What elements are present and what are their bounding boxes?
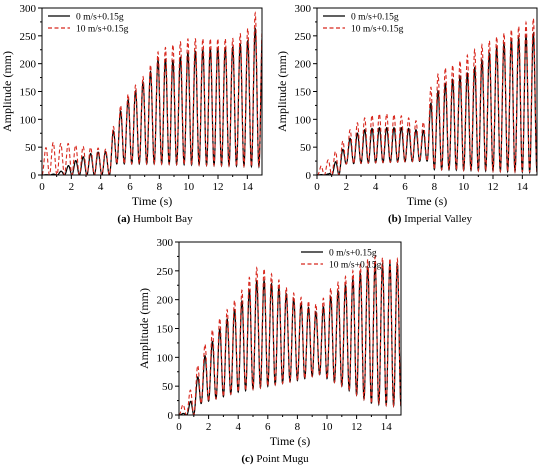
chart-panel-c: 0 2 4 6 8 10 12 14 0 50 100 150 200 250 300 Time (s) Amp…: [137, 232, 412, 448]
caption-b-letter: (b): [387, 213, 402, 225]
chart-a-xtick-label-4: 4: [98, 181, 104, 193]
chart-b-xtick-label-0: 0: [314, 181, 320, 193]
chart-c-ytick-label-250: 250: [157, 266, 174, 278]
chart-a-xtick-label-8: 8: [157, 181, 163, 193]
caption-b: (b) Imperial Valley: [370, 213, 490, 225]
caption-a-text: Humbolt Bay: [132, 213, 193, 225]
chart-c-ylabel: Amplitude (mm): [137, 288, 151, 369]
caption-c-text: Point Mugu: [256, 453, 309, 465]
caption-c: (c) Point Mugu: [215, 453, 335, 465]
chart-b-series-1-line: [317, 18, 537, 175]
chart-a-ytick-label-50: 50: [25, 142, 37, 154]
chart-b-legend: 0 m/s+0.15g 10 m/s+0.15g: [323, 13, 404, 35]
chart-c-legend: 0 m/s+0.15g 10 m/s+0.15g: [301, 249, 382, 271]
chart-b-xtick-label-14: 14: [517, 181, 529, 193]
chart-c-ytick-label-50: 50: [162, 381, 174, 393]
chart-a-xlabel: Time (s): [132, 194, 173, 208]
caption-a: (a) Humbolt Bay: [95, 213, 215, 225]
chart-b-plot-frame: [316, 7, 538, 176]
chart-a-ytick-label-100: 100: [20, 114, 37, 126]
chart-c-xtick-label-4: 4: [235, 421, 241, 433]
chart-c-xtick-label-10: 10: [322, 421, 334, 433]
chart-b-ytick-label-250: 250: [295, 31, 312, 43]
chart-a-xtick-label-12: 12: [213, 181, 224, 193]
chart-c-ytick-label-0: 0: [168, 410, 174, 422]
chart-c-legend-label-0: 0 m/s+0.15g: [329, 249, 377, 259]
chart-a-xtick-label-6: 6: [127, 181, 133, 193]
chart-b-ytick-label-50: 50: [300, 142, 312, 154]
chart-c-xtick-label-14: 14: [381, 421, 393, 433]
caption-b-text: Imperial Valley: [404, 213, 473, 225]
chart-b-xtick-label-10: 10: [458, 181, 470, 193]
chart-a-xtick-label-2: 2: [69, 181, 75, 193]
chart-a-xtick-label-10: 10: [183, 181, 195, 193]
chart-b-xtick-label-6: 6: [402, 181, 408, 193]
chart-c-ytick-label-200: 200: [157, 295, 174, 307]
chart-a-xtick-label-14: 14: [242, 181, 254, 193]
chart-c-legend-label-1: 10 m/s+0.15g: [329, 261, 382, 271]
chart-c-xlabel: Time (s): [270, 434, 311, 448]
chart-b-ytick-label-300: 300: [295, 3, 312, 15]
chart-b-series-0-line: [317, 31, 537, 175]
chart-panel-b: 0 2 4 6 8 10 12 14 0 50 100 150 200 250 300 Time (s) Amp…: [275, 0, 550, 208]
chart-b-ylabel: Amplitude (mm): [275, 51, 289, 132]
caption-a-letter: (a): [117, 213, 131, 225]
chart-c-xtick-label-8: 8: [295, 421, 301, 433]
chart-b-xtick-label-4: 4: [373, 181, 379, 193]
chart-c-ytick-label-150: 150: [157, 324, 174, 336]
chart-b-svg: 0 2 4 6 8 10 12 14 0 50 100 150 200 250 300 Time (s) Amp…: [275, 3, 538, 208]
chart-a-legend: 0 m/s+0.15g 10 m/s+0.15g: [48, 13, 129, 35]
chart-panel-a: 0 2 4 6 8 10 12 14 0 50 100 150 200 250 300 Time (s) Amp…: [0, 0, 275, 208]
chart-a-ytick-label-300: 300: [20, 3, 37, 15]
chart-c-series-0-line: [179, 261, 401, 415]
chart-a-ytick-label-200: 200: [20, 59, 37, 71]
chart-a-xtick-label-0: 0: [39, 181, 45, 193]
chart-b-ytick-label-0: 0: [306, 170, 312, 182]
chart-b-legend-label-1: 10 m/s+0.15g: [351, 25, 404, 35]
chart-a-svg: 0 2 4 6 8 10 12 14 0 50 100 150 200 250 300 Time (s) Amp…: [0, 3, 263, 208]
chart-b-xlabel: Time (s): [407, 194, 448, 208]
chart-c-xtick-label-2: 2: [206, 421, 212, 433]
chart-b-xtick-label-12: 12: [488, 181, 499, 193]
chart-c-ytick-label-100: 100: [157, 352, 174, 364]
chart-a-legend-label-0: 0 m/s+0.15g: [76, 13, 124, 23]
chart-c-svg: 0 2 4 6 8 10 12 14 0 50 100 150 200 250 300 Time (s) Amp…: [137, 237, 402, 448]
chart-b-ytick-label-200: 200: [295, 59, 312, 71]
caption-c-letter: (c): [241, 453, 254, 465]
chart-a-legend-label-1: 10 m/s+0.15g: [76, 25, 129, 35]
chart-a-series-1-line: [42, 11, 262, 175]
chart-c-xtick-label-12: 12: [351, 421, 362, 433]
chart-c-xtick-label-0: 0: [176, 421, 182, 433]
chart-b-legend-label-0: 0 m/s+0.15g: [351, 13, 399, 23]
chart-a-ytick-label-0: 0: [31, 170, 37, 182]
chart-b-ytick-label-100: 100: [295, 114, 312, 126]
chart-a-ylabel: Amplitude (mm): [0, 51, 14, 132]
chart-b-xtick-label-8: 8: [432, 181, 438, 193]
chart-c-series-1-line: [179, 254, 401, 415]
chart-c-ytick-label-300: 300: [157, 237, 174, 249]
chart-a-ytick-label-150: 150: [20, 87, 37, 99]
chart-c-xtick-label-6: 6: [265, 421, 271, 433]
chart-a-ytick-label-250: 250: [20, 31, 37, 43]
chart-b-ytick-label-150: 150: [295, 87, 312, 99]
chart-b-xtick-label-2: 2: [344, 181, 350, 193]
